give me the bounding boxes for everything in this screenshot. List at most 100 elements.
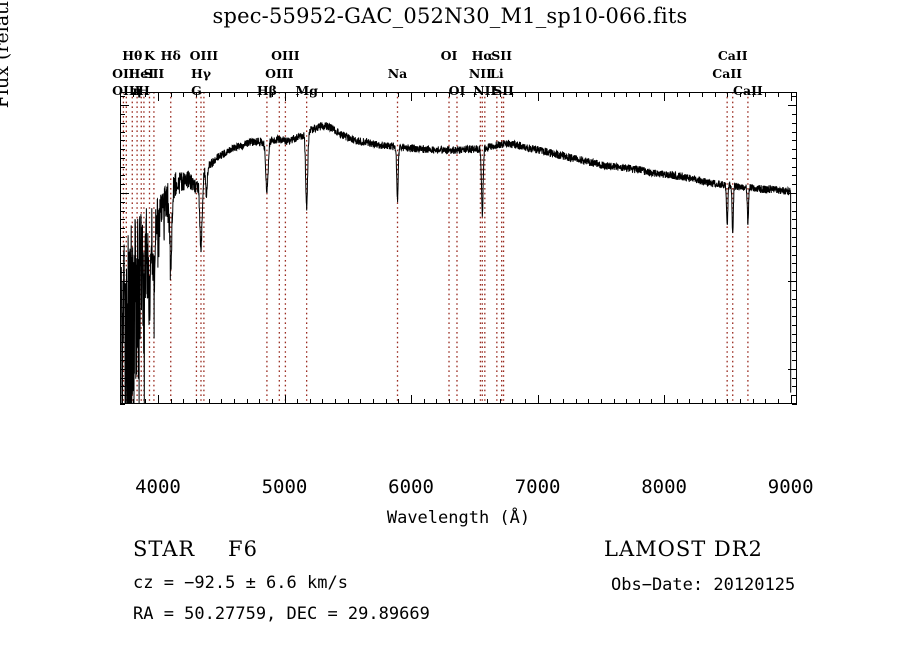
- line-label-NII: NII: [473, 83, 497, 98]
- tickmark: [512, 399, 514, 404]
- tickmark: [792, 395, 797, 397]
- tickmark: [752, 92, 754, 97]
- obs-date-label: Obs−Date: 20120125: [611, 575, 796, 595]
- tickmark: [347, 399, 349, 404]
- tickmark: [246, 399, 248, 404]
- tickmark: [373, 92, 375, 97]
- tickmark: [613, 92, 615, 97]
- tickmark: [664, 92, 666, 101]
- tickmark: [195, 92, 197, 97]
- x-tick-9000: 9000: [767, 476, 814, 498]
- tickmark: [120, 333, 125, 335]
- tickmark: [120, 324, 125, 326]
- line-label-G: G: [191, 83, 202, 98]
- x-tick-4000: 4000: [135, 476, 181, 498]
- line-label-Hγ: Hγ: [190, 66, 212, 81]
- tickmark: [120, 105, 129, 107]
- tickmark: [120, 228, 125, 230]
- tickmark: [271, 399, 273, 404]
- tickmark: [588, 92, 590, 97]
- tickmark: [651, 92, 653, 97]
- tickmark: [727, 92, 729, 97]
- page-title: spec-55952-GAC_052N30_M1_sp10-066.fits: [212, 4, 688, 28]
- tickmark: [792, 210, 797, 212]
- tickmark: [120, 404, 125, 405]
- tickmark: [790, 92, 792, 101]
- tickmark: [792, 342, 797, 344]
- tickmark: [120, 307, 125, 309]
- tickmark: [788, 368, 797, 370]
- tickmark: [297, 399, 299, 404]
- tickmark: [702, 399, 704, 404]
- x-tick-8000: 8000: [641, 476, 687, 498]
- tickmark: [792, 166, 797, 168]
- line-label-Hα: Hα: [471, 48, 493, 63]
- tickmark: [792, 289, 797, 291]
- tickmark: [221, 92, 223, 97]
- line-label-CaII: CaII: [712, 66, 743, 81]
- tickmark: [792, 254, 797, 256]
- tickmark: [233, 92, 235, 97]
- tickmark: [120, 254, 125, 256]
- tickmark: [120, 193, 129, 195]
- tickmark: [398, 92, 400, 97]
- tickmark: [309, 92, 311, 97]
- tickmark: [309, 399, 311, 404]
- tickmark: [157, 395, 159, 404]
- x-tick-5000: 5000: [261, 476, 308, 498]
- tickmark: [120, 377, 125, 379]
- tickmark: [120, 298, 125, 300]
- tickmark: [120, 368, 129, 370]
- survey-label: LAMOST DR2: [604, 537, 763, 561]
- tickmark: [524, 399, 526, 404]
- tickmark: [221, 399, 223, 404]
- line-label-OI: OI: [448, 83, 466, 98]
- tickmark: [120, 316, 125, 318]
- line-label-CaII: CaII: [733, 83, 763, 98]
- tickmark: [233, 399, 235, 404]
- tickmark: [120, 201, 125, 203]
- tickmark: [524, 92, 526, 97]
- tickmark: [322, 399, 324, 404]
- tickmark: [792, 272, 797, 274]
- tickmark: [120, 386, 125, 388]
- tickmark: [335, 399, 337, 404]
- tickmark: [499, 92, 501, 97]
- tickmark: [120, 245, 125, 247]
- tickmark: [499, 399, 501, 404]
- tickmark: [246, 92, 248, 97]
- tickmark: [651, 399, 653, 404]
- line-label-H: H: [138, 83, 150, 98]
- tickmark: [120, 166, 125, 168]
- tickmark: [322, 92, 324, 97]
- line-label-Li: Li: [490, 66, 504, 81]
- tickmark: [347, 92, 349, 97]
- tickmark: [792, 140, 797, 142]
- tickmark: [120, 237, 125, 238]
- tickmark: [792, 316, 797, 318]
- tickmark: [537, 395, 539, 404]
- line-label-Na: Na: [387, 66, 408, 81]
- tickmark: [195, 399, 197, 404]
- tickmark: [792, 386, 797, 388]
- line-label-OII: OII: [112, 66, 135, 81]
- tickmark: [120, 131, 125, 133]
- tickmark: [792, 333, 797, 335]
- line-label-OI: OI: [440, 48, 458, 63]
- tickmark: [486, 92, 488, 97]
- tickmark: [792, 175, 797, 177]
- tickmark: [120, 342, 125, 344]
- tickmark: [449, 92, 450, 97]
- line-label-OIII: OIII: [189, 48, 219, 63]
- tickmark: [765, 399, 767, 404]
- tickmark: [423, 399, 425, 404]
- line-label-η: η: [132, 83, 142, 98]
- tickmark: [550, 399, 552, 404]
- tickmark: [120, 96, 125, 98]
- tickmark: [600, 399, 602, 404]
- line-label-HeI: HeI: [128, 66, 155, 81]
- tickmark: [385, 92, 387, 97]
- tickmark: [788, 280, 797, 282]
- tickmark: [740, 92, 742, 97]
- tickmark: [120, 149, 125, 151]
